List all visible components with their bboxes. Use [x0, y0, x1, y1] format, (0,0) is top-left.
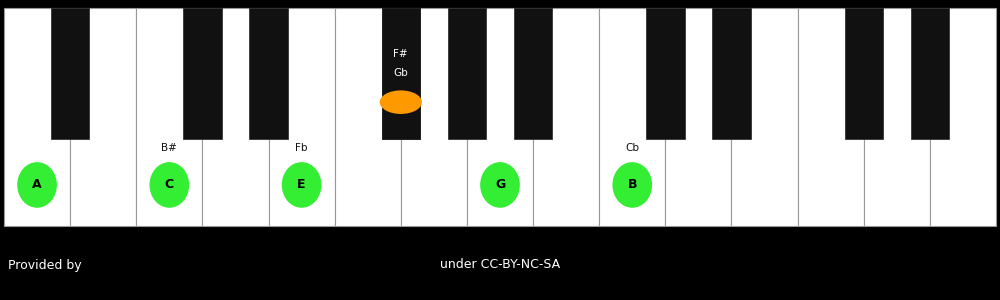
Bar [911, 8, 949, 139]
Bar [533, 8, 599, 226]
Bar [136, 8, 202, 226]
Ellipse shape [282, 162, 321, 208]
Bar [731, 8, 798, 226]
Bar [382, 8, 420, 139]
Bar [4, 8, 70, 226]
Bar [249, 8, 288, 139]
Bar [335, 8, 401, 226]
Ellipse shape [149, 162, 189, 208]
Bar [382, 8, 420, 139]
Bar [202, 8, 269, 226]
Bar [514, 8, 552, 139]
Bar [712, 8, 751, 139]
Text: B#: B# [161, 143, 177, 153]
Bar [70, 8, 136, 226]
Bar [467, 8, 533, 226]
Text: Cb: Cb [625, 143, 639, 153]
Text: Fb: Fb [295, 143, 308, 153]
Text: G: G [495, 178, 505, 191]
Text: Provided by: Provided by [8, 259, 82, 272]
Bar [599, 8, 665, 226]
Bar [646, 8, 685, 139]
Text: A: A [32, 178, 42, 191]
Text: under CC-BY-NC-SA: under CC-BY-NC-SA [440, 259, 560, 272]
Bar [401, 8, 467, 226]
Bar [51, 8, 89, 139]
Ellipse shape [380, 90, 422, 114]
Bar [183, 8, 222, 139]
Ellipse shape [17, 162, 57, 208]
Bar [845, 8, 883, 139]
Bar [448, 8, 486, 139]
Text: F#: F# [393, 49, 408, 59]
Ellipse shape [480, 162, 520, 208]
Text: C: C [165, 178, 174, 191]
Bar [269, 8, 335, 226]
Text: E: E [297, 178, 306, 191]
Bar [864, 8, 930, 226]
Bar [798, 8, 864, 226]
Bar [930, 8, 996, 226]
Ellipse shape [612, 162, 652, 208]
Text: B: B [628, 178, 637, 191]
Text: Gb: Gb [393, 68, 408, 78]
Bar [665, 8, 731, 226]
Bar [0, 230, 1000, 300]
